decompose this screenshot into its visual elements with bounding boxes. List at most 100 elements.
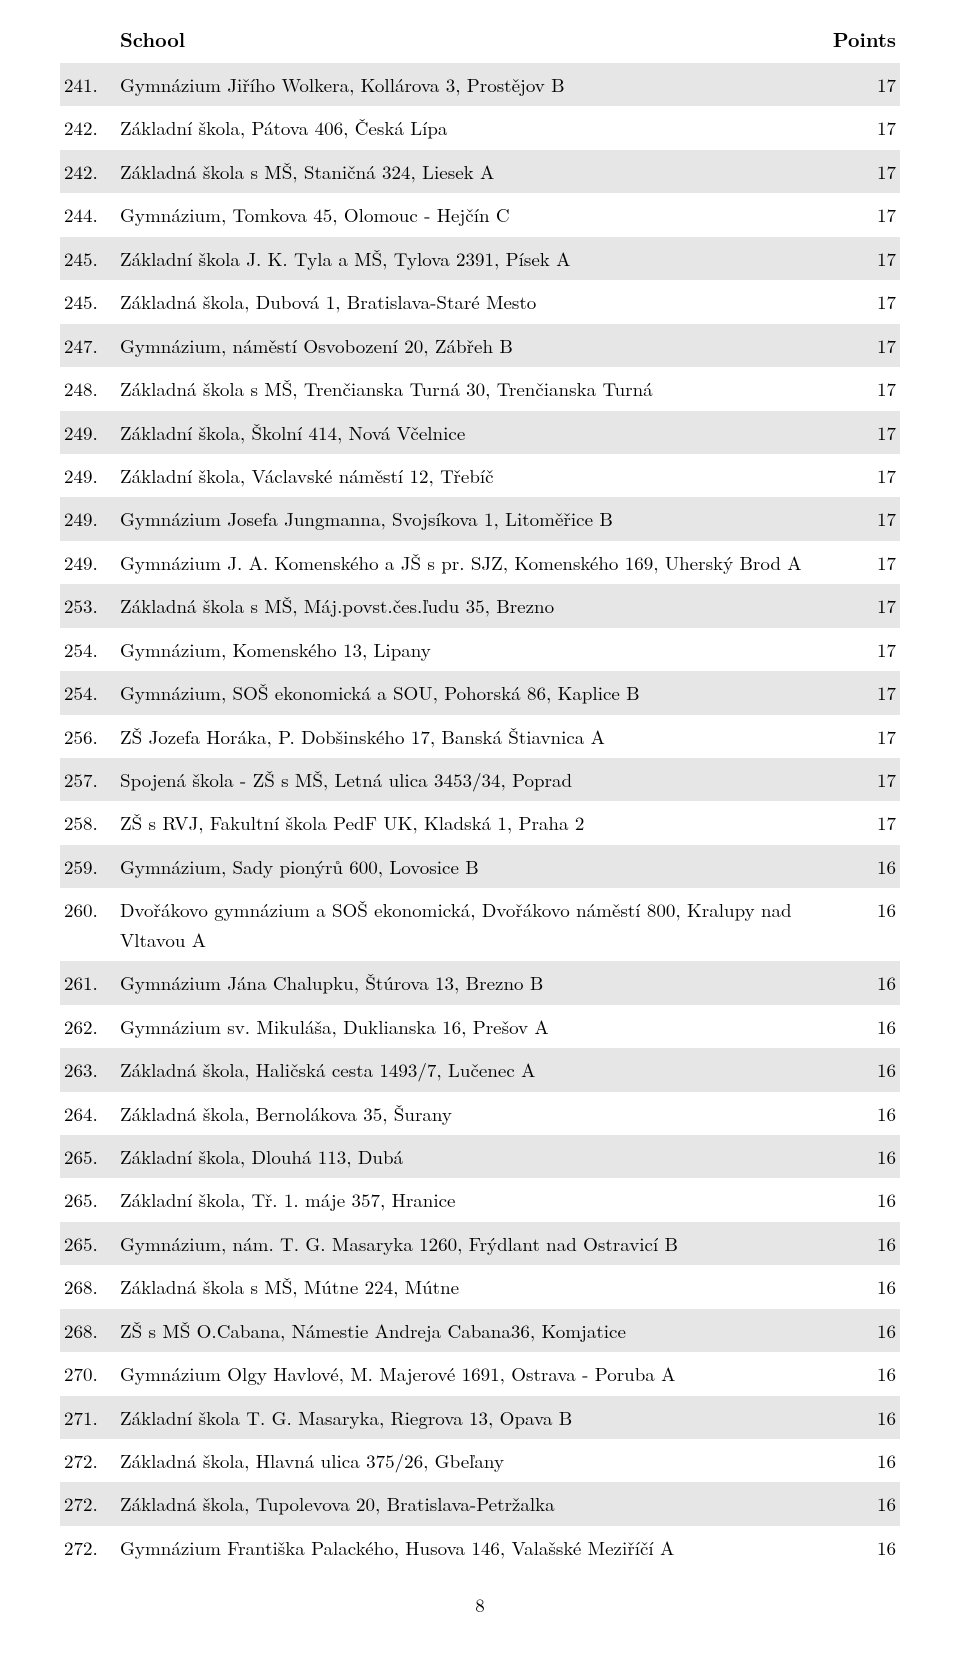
table-row: 268.ZŠ s MŠ O.Cabana, Námestie Andreja C… [60,1309,900,1352]
rank-cell: 272. [60,1482,116,1525]
rank-cell: 272. [60,1439,116,1482]
table-row: 249.Gymnázium J. A. Komenského a JŠ s pr… [60,541,900,584]
school-cell: Základní škola, Dlouhá 113, Dubá [116,1135,810,1178]
rank-cell: 256. [60,715,116,758]
rank-cell: 249. [60,411,116,454]
points-cell: 17 [810,541,900,584]
school-cell: Základná škola s MŠ, Máj.povst.čes.ľudu … [116,584,810,627]
table-row: 245.Základní škola J. K. Tyla a MŠ, Tylo… [60,237,900,280]
points-cell: 17 [810,237,900,280]
rank-cell: 249. [60,454,116,497]
points-cell: 16 [810,1439,900,1482]
table-row: 256.ZŠ Jozefa Horáka, P. Dobšinského 17,… [60,715,900,758]
rank-cell: 257. [60,758,116,801]
page-number: 8 [60,1591,900,1618]
table-row: 264.Základná škola, Bernolákova 35, Šura… [60,1092,900,1135]
table-row: 272.Základná škola, Hlavná ulica 375/26,… [60,1439,900,1482]
rank-cell: 245. [60,280,116,323]
school-cell: Gymnázium, náměstí Osvobození 20, Zábřeh… [116,324,810,367]
points-cell: 17 [810,367,900,410]
rank-cell: 242. [60,150,116,193]
points-cell: 16 [810,1222,900,1265]
points-cell: 16 [810,1005,900,1048]
table-row: 272.Gymnázium Františka Palackého, Husov… [60,1526,900,1569]
table-row: 272.Základná škola, Tupolevova 20, Brati… [60,1482,900,1525]
points-cell: 17 [810,324,900,367]
points-cell: 17 [810,106,900,149]
points-cell: 17 [810,671,900,714]
school-cell: Základní škola, Tř. 1. máje 357, Hranice [116,1178,810,1221]
rank-cell: 242. [60,106,116,149]
header-school: School [116,18,810,63]
table-row: 242.Základná škola s MŠ, Staničná 324, L… [60,150,900,193]
table-row: 265.Základní škola, Tř. 1. máje 357, Hra… [60,1178,900,1221]
school-cell: Základná škola, Tupolevova 20, Bratislav… [116,1482,810,1525]
points-cell: 16 [810,1135,900,1178]
table-row: 258.ZŠ s RVJ, Fakultní škola PedF UK, Kl… [60,801,900,844]
table-row: 263.Základná škola, Haličská cesta 1493/… [60,1048,900,1091]
rank-cell: 258. [60,801,116,844]
school-cell: Gymnázium Josefa Jungmanna, Svojsíkova 1… [116,497,810,540]
school-cell: Dvořákovo gymnázium a SOŠ ekonomická, Dv… [116,888,810,961]
table-row: 241.Gymnázium Jiřího Wolkera, Kollárova … [60,63,900,106]
table-row: 260.Dvořákovo gymnázium a SOŠ ekonomická… [60,888,900,961]
school-cell: Základná škola s MŠ, Staničná 324, Liese… [116,150,810,193]
school-cell: Gymnázium, nám. T. G. Masaryka 1260, Frý… [116,1222,810,1265]
points-cell: 16 [810,1352,900,1395]
points-cell: 17 [810,411,900,454]
rank-cell: 271. [60,1396,116,1439]
rank-cell: 260. [60,888,116,961]
points-cell: 17 [810,193,900,236]
school-cell: Základní škola J. K. Tyla a MŠ, Tylova 2… [116,237,810,280]
rank-cell: 268. [60,1309,116,1352]
points-cell: 17 [810,628,900,671]
points-cell: 16 [810,1309,900,1352]
table-row: 248.Základná škola s MŠ, Trenčianska Tur… [60,367,900,410]
table-row: 265.Gymnázium, nám. T. G. Masaryka 1260,… [60,1222,900,1265]
school-cell: ZŠ Jozefa Horáka, P. Dobšinského 17, Ban… [116,715,810,758]
rank-cell: 241. [60,63,116,106]
rank-cell: 265. [60,1135,116,1178]
points-cell: 16 [810,1265,900,1308]
school-cell: Základná škola s MŠ, Mútne 224, Mútne [116,1265,810,1308]
rank-cell: 254. [60,671,116,714]
table-row: 253.Základná škola s MŠ, Máj.povst.čes.ľ… [60,584,900,627]
points-cell: 17 [810,454,900,497]
points-cell: 16 [810,1482,900,1525]
school-cell: Spojená škola - ZŠ s MŠ, Letná ulica 345… [116,758,810,801]
points-cell: 17 [810,801,900,844]
rank-cell: 259. [60,845,116,888]
school-cell: Gymnázium Františka Palackého, Husova 14… [116,1526,810,1569]
school-cell: ZŠ s RVJ, Fakultní škola PedF UK, Kladsk… [116,801,810,844]
rank-cell: 249. [60,541,116,584]
rank-cell: 265. [60,1178,116,1221]
table-row: 268.Základná škola s MŠ, Mútne 224, Mútn… [60,1265,900,1308]
school-cell: Základná škola s MŠ, Trenčianska Turná 3… [116,367,810,410]
school-cell: Základní škola T. G. Masaryka, Riegrova … [116,1396,810,1439]
school-cell: Základní škola, Pátova 406, Česká Lípa [116,106,810,149]
table-row: 249.Gymnázium Josefa Jungmanna, Svojsíko… [60,497,900,540]
table-row: 265.Základní škola, Dlouhá 113, Dubá16 [60,1135,900,1178]
rank-cell: 264. [60,1092,116,1135]
rank-cell: 244. [60,193,116,236]
school-cell: Základní škola, Václavské náměstí 12, Tř… [116,454,810,497]
table-row: 254.Gymnázium, Komenského 13, Lipany17 [60,628,900,671]
rank-cell: 265. [60,1222,116,1265]
table-row: 259.Gymnázium, Sady pionýrů 600, Lovosic… [60,845,900,888]
school-cell: Gymnázium, Tomkova 45, Olomouc - Hejčín … [116,193,810,236]
results-table: School Points 241.Gymnázium Jiřího Wolke… [60,18,900,1569]
rank-cell: 245. [60,237,116,280]
table-row: 257.Spojená škola - ZŠ s MŠ, Letná ulica… [60,758,900,801]
rank-cell: 253. [60,584,116,627]
points-cell: 17 [810,758,900,801]
points-cell: 17 [810,280,900,323]
table-row: 245.Základná škola, Dubová 1, Bratislava… [60,280,900,323]
table-row: 242.Základní škola, Pátova 406, Česká Lí… [60,106,900,149]
school-cell: Gymnázium, Sady pionýrů 600, Lovosice B [116,845,810,888]
rank-cell: 270. [60,1352,116,1395]
table-row: 244.Gymnázium, Tomkova 45, Olomouc - Hej… [60,193,900,236]
rank-cell: 248. [60,367,116,410]
points-cell: 16 [810,888,900,961]
points-cell: 16 [810,845,900,888]
school-cell: Gymnázium Jiřího Wolkera, Kollárova 3, P… [116,63,810,106]
